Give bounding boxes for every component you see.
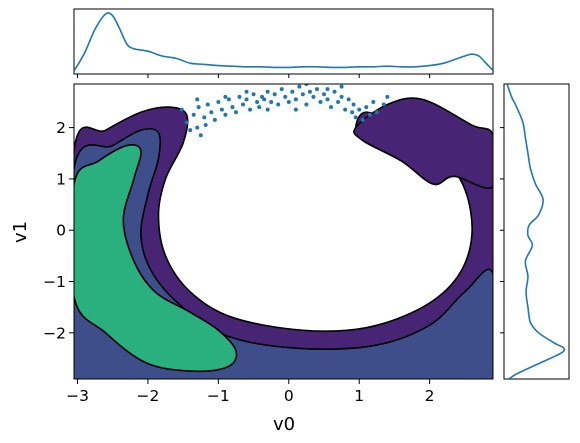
top-marginal-panel (73, 8, 494, 78)
y-tick-label: 2 (56, 119, 66, 137)
scatter-point (233, 110, 238, 115)
scatter-point (223, 112, 228, 117)
scatter-point (336, 99, 341, 104)
scatter-point (179, 107, 184, 112)
scatter-point (353, 115, 358, 120)
scatter-point (346, 97, 351, 102)
scatter-point (318, 99, 323, 104)
scatter-point (364, 105, 369, 110)
scatter-point (307, 89, 312, 94)
scatter-point (188, 128, 193, 133)
scatter-point (195, 97, 200, 102)
y-tick-label: 0 (56, 222, 66, 240)
scatter-point (244, 89, 249, 94)
joint-frame (73, 83, 494, 380)
top-marginal-density-line (74, 12, 493, 72)
x-axis-label: v0 (273, 414, 295, 435)
scatter-point (226, 97, 231, 102)
scatter-point (251, 92, 256, 97)
scatter-point (198, 133, 203, 138)
scatter-point (195, 125, 200, 130)
scatter-point (283, 94, 288, 99)
scatter-point (343, 107, 348, 112)
scatter-point (329, 105, 334, 110)
scatter-point (255, 99, 260, 104)
scatter-point (202, 115, 207, 120)
scatter-point (272, 92, 277, 97)
right-marginal-frame (503, 83, 570, 380)
scatter-point (321, 92, 326, 97)
x-axis-ticks: −3 −2 −1 0 1 2 (66, 379, 435, 405)
scatter-point (385, 94, 390, 99)
scatter-point (276, 102, 281, 107)
scatter-point (339, 84, 344, 89)
scatter-point (357, 107, 362, 112)
y-axis-ticks: −2 −1 0 1 2 (43, 119, 74, 342)
scatter-point (269, 99, 274, 104)
scatter-point (351, 102, 356, 107)
scatter-point (212, 117, 217, 122)
scatter-point (332, 89, 337, 94)
scatter-point (223, 94, 228, 99)
scatter-point (262, 97, 267, 102)
scatter-point (339, 94, 344, 99)
scatter-point (374, 110, 379, 115)
scatter-point (381, 102, 386, 107)
scatter-point (191, 112, 196, 117)
scatter-point (297, 84, 302, 89)
scatter-point (325, 87, 330, 92)
x-tick-label: −2 (137, 387, 160, 405)
scatter-point (209, 110, 214, 115)
x-tick-label: 2 (425, 387, 435, 405)
right-marginal-density-line (506, 84, 566, 379)
scatter-point (219, 107, 224, 112)
scatter-point (293, 97, 298, 102)
y-tick-label: −2 (43, 324, 66, 342)
scatter-point (248, 107, 253, 112)
scatter-point (237, 94, 242, 99)
scatter-point (290, 89, 295, 94)
scatter-point (230, 105, 235, 110)
scatter-point (257, 105, 262, 110)
scatter-point (360, 117, 365, 122)
scatter-point (300, 92, 305, 97)
scatter-point (325, 97, 330, 102)
contour-level-3-region-1 (74, 144, 238, 373)
scatter-point (216, 99, 221, 104)
joint-panel: −3 −2 −1 0 1 2 −2 −1 0 1 2 v0 v1 (10, 83, 494, 435)
x-tick-label: −1 (207, 387, 230, 405)
scatter-point (196, 105, 201, 110)
scatter-point (304, 102, 309, 107)
x-tick-label: 1 (354, 387, 364, 405)
y-axis-label: v1 (10, 221, 31, 243)
top-marginal-frame (73, 8, 494, 75)
scatter-point (241, 102, 246, 107)
scatter-point (350, 110, 355, 115)
scatter-point (203, 123, 208, 128)
y-tick-label: −1 (43, 273, 66, 291)
scatter-point (244, 97, 249, 102)
scatter-point (286, 99, 291, 104)
scatter-points (179, 84, 390, 138)
scatter-point (371, 99, 376, 104)
scatter-point (205, 102, 210, 107)
x-tick-label: 0 (284, 387, 294, 405)
right-marginal-ticks (500, 127, 504, 334)
scatter-point (314, 87, 319, 92)
scatter-point (367, 112, 372, 117)
top-marginal-ticks (77, 74, 431, 78)
scatter-point (311, 94, 316, 99)
right-marginal-panel (500, 83, 570, 380)
scatter-point (265, 89, 270, 94)
x-tick-label: −3 (66, 387, 89, 405)
scatter-point (184, 120, 189, 125)
kde-contours (74, 97, 493, 379)
y-tick-label: 1 (56, 170, 66, 188)
scatter-point (293, 107, 298, 112)
contour-level-1-region-2 (353, 97, 493, 189)
scatter-point (279, 87, 284, 92)
scatter-point (265, 107, 270, 112)
